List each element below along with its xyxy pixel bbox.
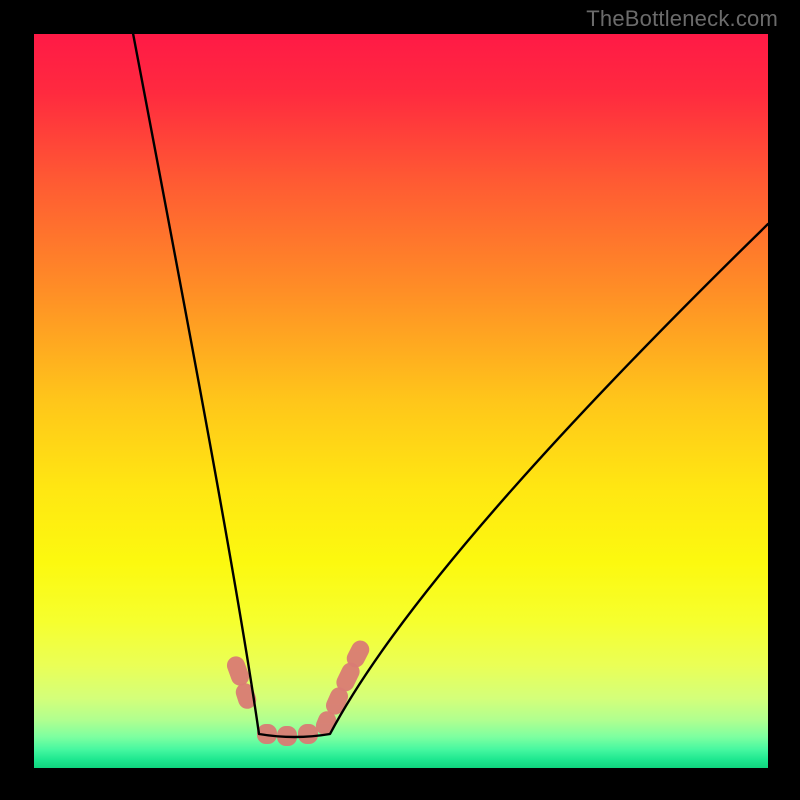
bottom-marker: [298, 724, 318, 744]
watermark-text: TheBottleneck.com: [586, 6, 778, 32]
plot-area: [34, 34, 768, 768]
curve-layer: [34, 34, 768, 768]
bottleneck-curve: [132, 34, 768, 737]
chart-stage: TheBottleneck.com: [0, 0, 800, 800]
